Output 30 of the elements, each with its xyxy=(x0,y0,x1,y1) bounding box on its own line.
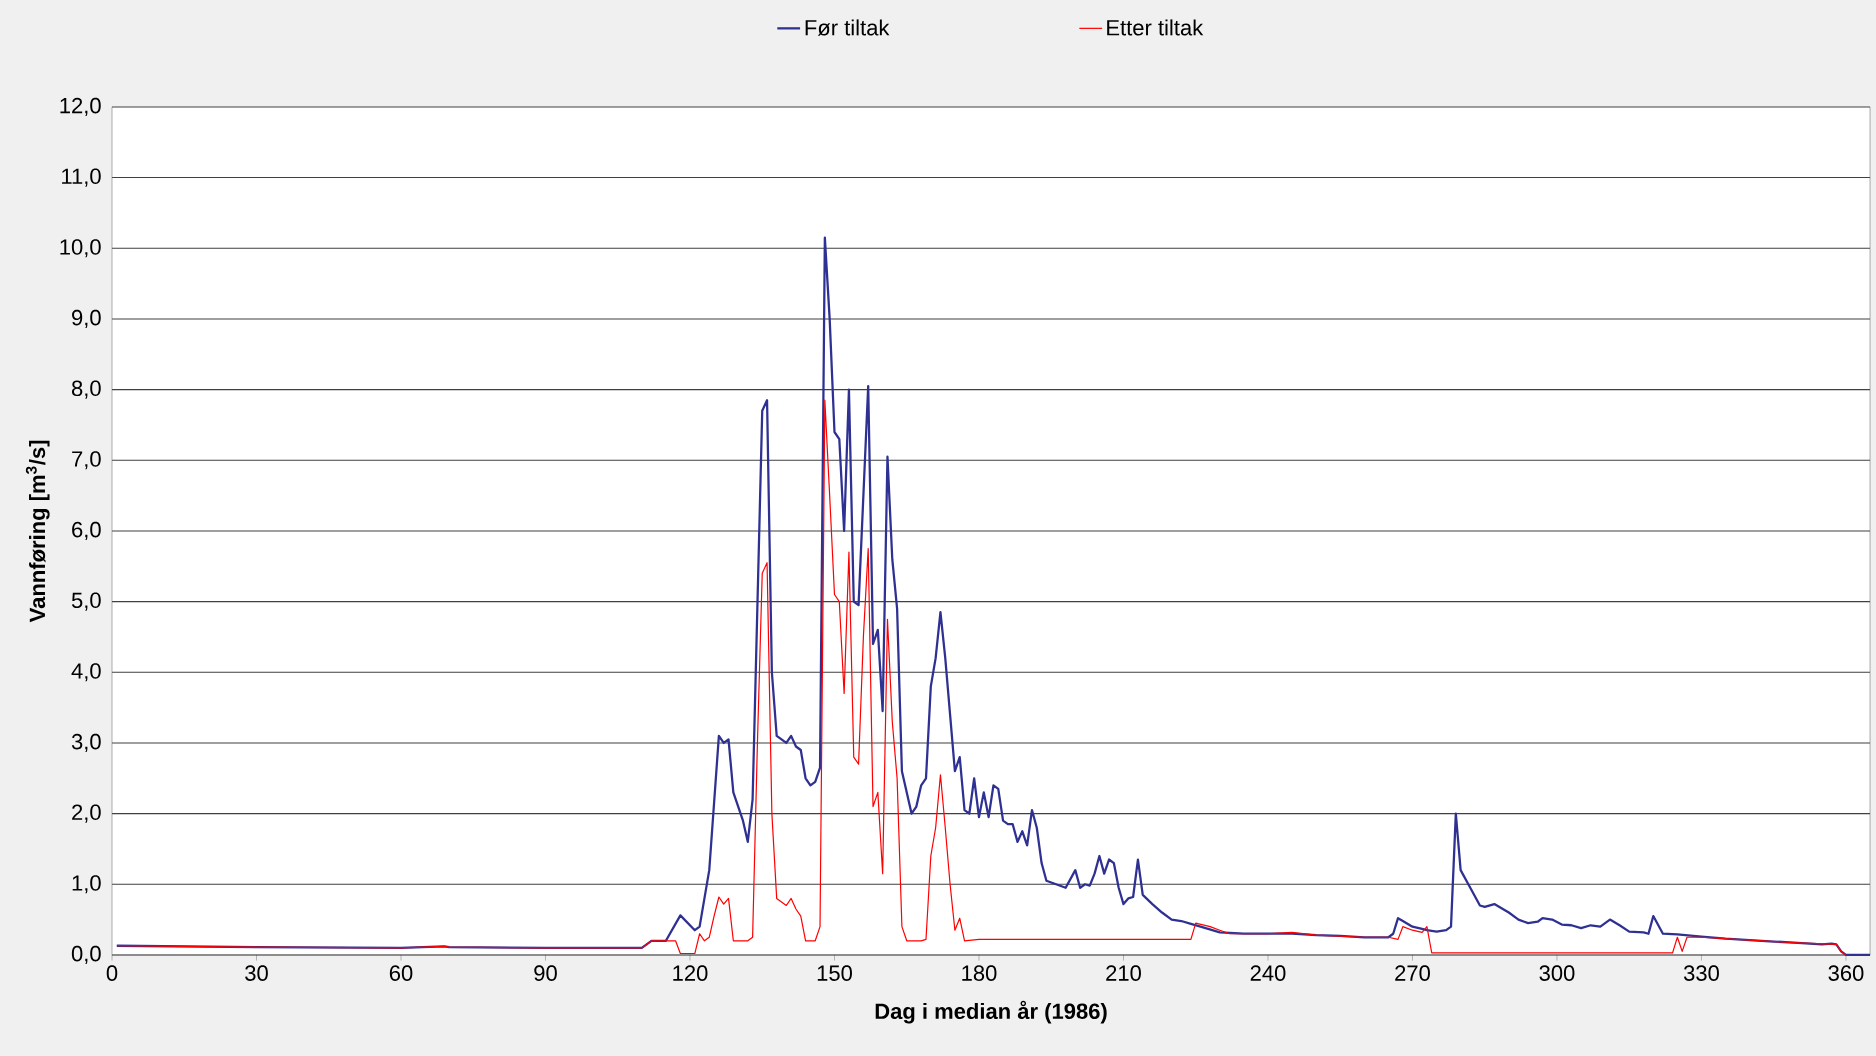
x-tick-label: 360 xyxy=(1828,965,1864,981)
legend-label: Etter tiltak xyxy=(1107,19,1204,36)
x-tick-label: 210 xyxy=(1106,965,1141,981)
x-tick-label: 180 xyxy=(962,965,997,981)
x-tick-label: 60 xyxy=(389,965,413,981)
y-tick-label: 11,0 xyxy=(62,168,101,187)
y-tick-label: 9,0 xyxy=(72,309,101,329)
x-tick-label: 120 xyxy=(673,965,708,981)
y-tick-label: 10,0 xyxy=(60,239,101,258)
x-tick-label: 0 xyxy=(106,965,118,981)
x-axis-title: Dag i median år (1986) xyxy=(875,1000,1107,1024)
y-axis-title: Vannføring [m$^{3}$/s] xyxy=(25,440,50,623)
y-tick-label: 0,0 xyxy=(71,945,101,965)
y-tick-label: 1,0 xyxy=(72,875,101,894)
legend-label: Før tiltak xyxy=(805,19,890,36)
x-tick-label: 330 xyxy=(1683,965,1719,981)
y-tick-label: 5,0 xyxy=(71,592,101,611)
y-tick-label: 2,0 xyxy=(72,804,101,823)
y-tick-label: 6,0 xyxy=(72,521,101,541)
y-tick-label: 12,0 xyxy=(60,97,101,117)
y-tick-label: 4,0 xyxy=(71,663,101,682)
y-tick-label: 8,0 xyxy=(71,380,101,399)
y-tick-label: 7,0 xyxy=(72,451,101,470)
x-tick-label: 150 xyxy=(817,965,852,981)
x-tick-label: 300 xyxy=(1539,965,1575,981)
x-tick-label: 270 xyxy=(1395,965,1430,981)
x-tick-label: 30 xyxy=(245,965,268,981)
x-tick-label: 90 xyxy=(534,965,557,981)
y-tick-label: 3,0 xyxy=(71,733,101,753)
x-tick-label: 240 xyxy=(1250,965,1286,981)
